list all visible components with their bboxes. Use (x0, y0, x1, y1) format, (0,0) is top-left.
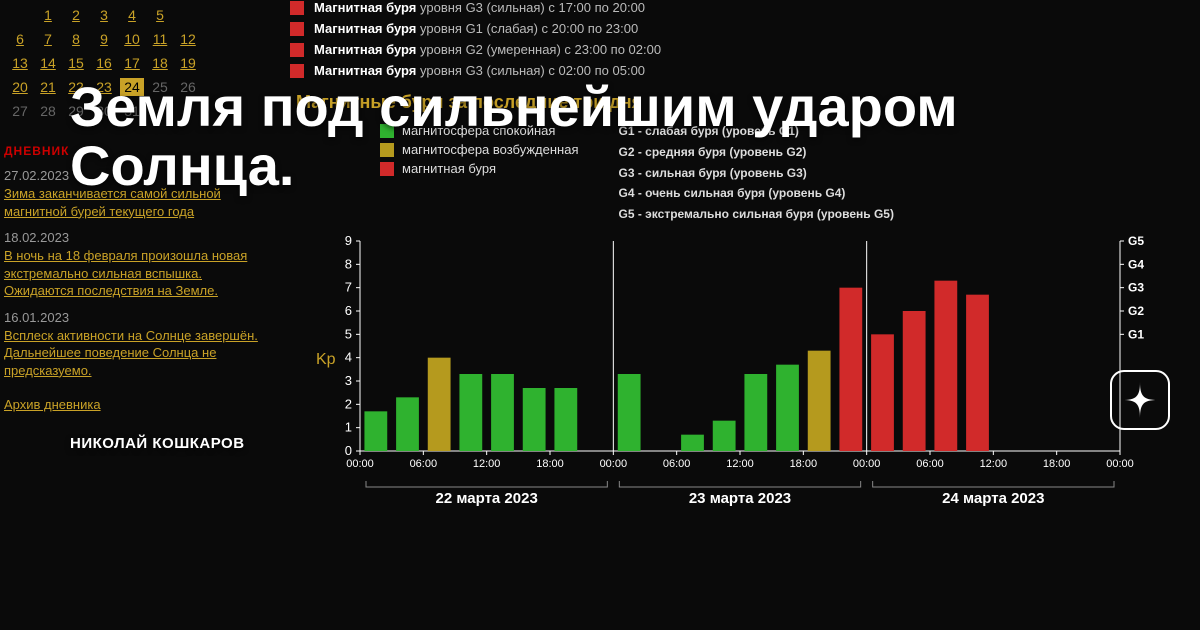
storm-row: Магнитная буря уровня G2 (умеренная) с 2… (290, 42, 1190, 57)
calendar-day[interactable]: 14 (36, 54, 60, 72)
svg-text:00:00: 00:00 (600, 458, 628, 470)
svg-text:6: 6 (345, 303, 352, 318)
svg-text:1: 1 (345, 420, 352, 435)
calendar-day[interactable]: 7 (36, 30, 60, 48)
svg-text:18:00: 18:00 (790, 458, 818, 470)
calendar-day[interactable]: 3 (92, 6, 116, 24)
svg-text:06:00: 06:00 (410, 458, 438, 470)
dzen-logo (1110, 370, 1170, 430)
diary-date: 18.02.2023 (4, 230, 274, 245)
svg-text:18:00: 18:00 (1043, 458, 1071, 470)
calendar-day[interactable]: 2 (64, 6, 88, 24)
svg-text:G2: G2 (1128, 304, 1144, 318)
storm-color-icon (290, 22, 304, 36)
svg-text:8: 8 (345, 256, 352, 271)
svg-text:12:00: 12:00 (980, 458, 1008, 470)
calendar-day[interactable]: 8 (64, 30, 88, 48)
svg-text:24 марта 2023: 24 марта 2023 (942, 490, 1044, 507)
calendar-day[interactable]: 11 (148, 30, 172, 48)
calendar-day[interactable]: 1 (36, 6, 60, 24)
calendar-day[interactable]: 9 (92, 30, 116, 48)
svg-text:G3: G3 (1128, 281, 1144, 295)
calendar-day[interactable]: 19 (176, 54, 200, 72)
svg-text:22 марта 2023: 22 марта 2023 (436, 490, 538, 507)
storm-forecast-list: Магнитная буря уровня G3 (сильная) с 17:… (290, 0, 1190, 78)
svg-text:00:00: 00:00 (1106, 458, 1134, 470)
calendar-day[interactable]: 4 (120, 6, 144, 24)
calendar-day[interactable]: 5 (148, 6, 172, 24)
svg-text:G4: G4 (1128, 257, 1144, 271)
diary-archive[interactable]: Архив дневника (4, 397, 274, 412)
svg-text:3: 3 (345, 373, 352, 388)
article-headline: Земля под сильнейшим ударом Солнца. (70, 78, 958, 196)
calendar-day[interactable]: 28 (36, 102, 60, 120)
calendar-day[interactable]: 10 (120, 30, 144, 48)
article-author: НИКОЛАЙ КОШКАРОВ (70, 435, 245, 452)
calendar-day[interactable]: 20 (8, 78, 32, 96)
storm-color-icon (290, 43, 304, 57)
storm-row: Магнитная буря уровня G3 (сильная) с 17:… (290, 0, 1190, 15)
calendar-day[interactable]: 21 (36, 78, 60, 96)
svg-text:06:00: 06:00 (916, 458, 944, 470)
calendar-day[interactable]: 12 (176, 30, 200, 48)
calendar-day[interactable]: 17 (120, 54, 144, 72)
kp-axis-label: Kp (316, 351, 336, 369)
kp-bar-chart: 0 1 2 3 4 5 6 7 8 9 G1 G2 G3 G4 G5 00:00 06:00 12:00 18:00… (320, 231, 1160, 511)
svg-text:2: 2 (345, 396, 352, 411)
svg-text:7: 7 (345, 280, 352, 295)
calendar-day[interactable]: 6 (8, 30, 32, 48)
storm-row: Магнитная буря уровня G1 (слабая) с 20:0… (290, 21, 1190, 36)
diary-link[interactable]: В ночь на 18 февраля произошла новая экс… (4, 247, 274, 300)
diary-link[interactable]: Всплеск активности на Солнце завершён. Д… (4, 327, 274, 380)
calendar-day[interactable]: 13 (8, 54, 32, 72)
svg-text:G1: G1 (1128, 327, 1144, 341)
calendar-day[interactable]: 16 (92, 54, 116, 72)
g-scale-item: G5 - экстремально сильная буря (уровень … (619, 206, 894, 223)
svg-text:00:00: 00:00 (346, 458, 374, 470)
svg-text:G5: G5 (1128, 234, 1144, 248)
svg-text:12:00: 12:00 (473, 458, 501, 470)
svg-text:00:00: 00:00 (853, 458, 881, 470)
svg-text:23 марта 2023: 23 марта 2023 (689, 490, 791, 507)
diary-date: 16.01.2023 (4, 310, 274, 325)
svg-text:18:00: 18:00 (536, 458, 564, 470)
svg-text:0: 0 (345, 443, 352, 458)
svg-text:4: 4 (345, 350, 352, 365)
calendar-day[interactable]: 15 (64, 54, 88, 72)
calendar-day[interactable]: 18 (148, 54, 172, 72)
calendar-day[interactable]: 27 (8, 102, 32, 120)
svg-text:9: 9 (345, 233, 352, 248)
calendar-day (8, 6, 32, 24)
svg-text:06:00: 06:00 (663, 458, 691, 470)
svg-text:12:00: 12:00 (726, 458, 754, 470)
storm-color-icon (290, 1, 304, 15)
svg-text:5: 5 (345, 326, 352, 341)
